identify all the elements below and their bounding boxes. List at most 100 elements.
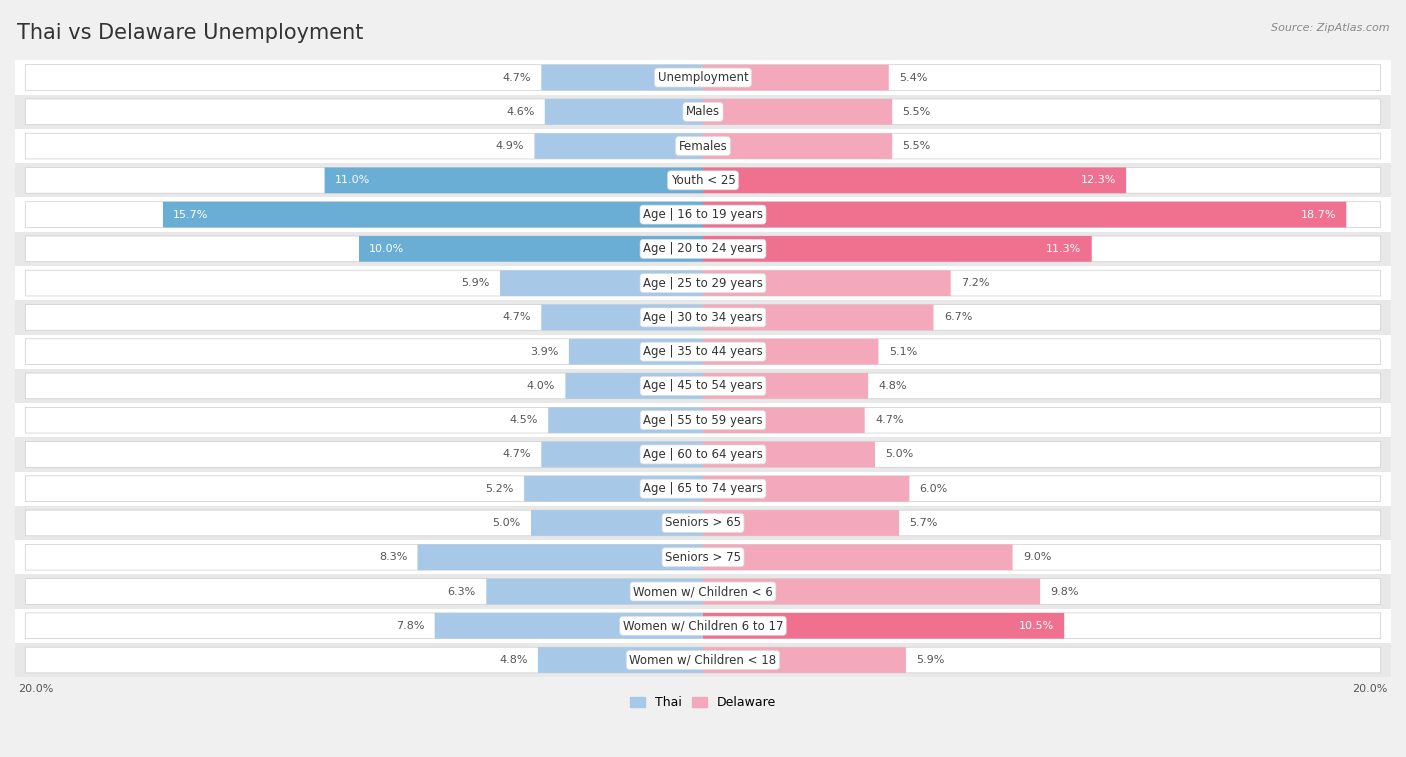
FancyBboxPatch shape [703, 64, 889, 90]
Text: Age | 16 to 19 years: Age | 16 to 19 years [643, 208, 763, 221]
FancyBboxPatch shape [703, 202, 1347, 227]
Text: Seniors > 75: Seniors > 75 [665, 551, 741, 564]
FancyBboxPatch shape [25, 647, 1381, 673]
Text: 4.6%: 4.6% [506, 107, 534, 117]
Text: 3.9%: 3.9% [530, 347, 558, 357]
Bar [15, 129, 1391, 164]
FancyBboxPatch shape [25, 339, 1381, 365]
FancyBboxPatch shape [703, 544, 1012, 570]
Bar [15, 232, 1391, 266]
FancyBboxPatch shape [25, 544, 1381, 570]
Text: 4.7%: 4.7% [502, 313, 531, 322]
FancyBboxPatch shape [703, 133, 893, 159]
Bar [15, 643, 1391, 678]
FancyBboxPatch shape [25, 373, 1381, 399]
FancyBboxPatch shape [703, 99, 893, 125]
Text: Age | 45 to 54 years: Age | 45 to 54 years [643, 379, 763, 392]
Bar [15, 301, 1391, 335]
Text: Females: Females [679, 139, 727, 153]
FancyBboxPatch shape [703, 510, 898, 536]
Text: 5.2%: 5.2% [485, 484, 513, 494]
Text: Age | 55 to 59 years: Age | 55 to 59 years [643, 413, 763, 427]
Text: 11.3%: 11.3% [1046, 244, 1081, 254]
FancyBboxPatch shape [486, 578, 703, 604]
Text: 4.7%: 4.7% [502, 73, 531, 83]
Text: 5.0%: 5.0% [492, 518, 520, 528]
Bar [15, 95, 1391, 129]
Text: 4.8%: 4.8% [879, 381, 907, 391]
Text: Women w/ Children < 18: Women w/ Children < 18 [630, 653, 776, 666]
Text: 7.8%: 7.8% [396, 621, 425, 631]
FancyBboxPatch shape [524, 476, 703, 502]
Bar [15, 403, 1391, 438]
Bar [15, 472, 1391, 506]
Text: 5.7%: 5.7% [910, 518, 938, 528]
FancyBboxPatch shape [25, 99, 1381, 125]
Text: 4.9%: 4.9% [496, 141, 524, 151]
FancyBboxPatch shape [703, 167, 1126, 193]
Text: 5.1%: 5.1% [889, 347, 917, 357]
Bar [15, 575, 1391, 609]
Text: Women w/ Children 6 to 17: Women w/ Children 6 to 17 [623, 619, 783, 632]
Bar [15, 609, 1391, 643]
Text: 6.7%: 6.7% [943, 313, 972, 322]
FancyBboxPatch shape [25, 441, 1381, 467]
FancyBboxPatch shape [703, 647, 905, 673]
Text: 5.9%: 5.9% [461, 278, 489, 288]
Text: Unemployment: Unemployment [658, 71, 748, 84]
Bar [15, 198, 1391, 232]
Bar [15, 164, 1391, 198]
FancyBboxPatch shape [25, 510, 1381, 536]
Text: 5.5%: 5.5% [903, 141, 931, 151]
FancyBboxPatch shape [25, 133, 1381, 159]
FancyBboxPatch shape [25, 613, 1381, 639]
FancyBboxPatch shape [25, 407, 1381, 433]
Text: Age | 35 to 44 years: Age | 35 to 44 years [643, 345, 763, 358]
Text: 10.5%: 10.5% [1018, 621, 1054, 631]
FancyBboxPatch shape [703, 476, 910, 502]
Text: 6.0%: 6.0% [920, 484, 948, 494]
FancyBboxPatch shape [703, 407, 865, 433]
Text: Age | 30 to 34 years: Age | 30 to 34 years [643, 311, 763, 324]
Text: Seniors > 65: Seniors > 65 [665, 516, 741, 529]
Text: 20.0%: 20.0% [18, 684, 53, 694]
Bar [15, 540, 1391, 575]
FancyBboxPatch shape [703, 270, 950, 296]
Text: 5.5%: 5.5% [903, 107, 931, 117]
Text: 9.0%: 9.0% [1024, 553, 1052, 562]
FancyBboxPatch shape [325, 167, 703, 193]
Text: 15.7%: 15.7% [173, 210, 208, 220]
Legend: Thai, Delaware: Thai, Delaware [624, 691, 782, 714]
FancyBboxPatch shape [541, 441, 703, 467]
Bar [15, 506, 1391, 540]
FancyBboxPatch shape [703, 236, 1091, 262]
Text: 4.5%: 4.5% [509, 415, 538, 425]
Text: 12.3%: 12.3% [1080, 176, 1116, 185]
Text: Women w/ Children < 6: Women w/ Children < 6 [633, 585, 773, 598]
Text: 4.7%: 4.7% [502, 450, 531, 459]
Text: 5.9%: 5.9% [917, 655, 945, 665]
FancyBboxPatch shape [703, 578, 1040, 604]
FancyBboxPatch shape [569, 339, 703, 365]
FancyBboxPatch shape [359, 236, 703, 262]
Text: Youth < 25: Youth < 25 [671, 174, 735, 187]
Text: 4.8%: 4.8% [499, 655, 527, 665]
FancyBboxPatch shape [163, 202, 703, 227]
Bar [15, 369, 1391, 403]
Text: 9.8%: 9.8% [1050, 587, 1078, 597]
Text: Males: Males [686, 105, 720, 118]
FancyBboxPatch shape [703, 441, 875, 467]
FancyBboxPatch shape [548, 407, 703, 433]
FancyBboxPatch shape [541, 64, 703, 90]
FancyBboxPatch shape [534, 133, 703, 159]
Text: Age | 20 to 24 years: Age | 20 to 24 years [643, 242, 763, 255]
FancyBboxPatch shape [25, 202, 1381, 227]
Text: 10.0%: 10.0% [370, 244, 405, 254]
FancyBboxPatch shape [703, 339, 879, 365]
Bar [15, 61, 1391, 95]
FancyBboxPatch shape [703, 304, 934, 330]
Bar [15, 266, 1391, 301]
Text: 20.0%: 20.0% [1353, 684, 1388, 694]
FancyBboxPatch shape [25, 167, 1381, 193]
Text: 7.2%: 7.2% [960, 278, 990, 288]
